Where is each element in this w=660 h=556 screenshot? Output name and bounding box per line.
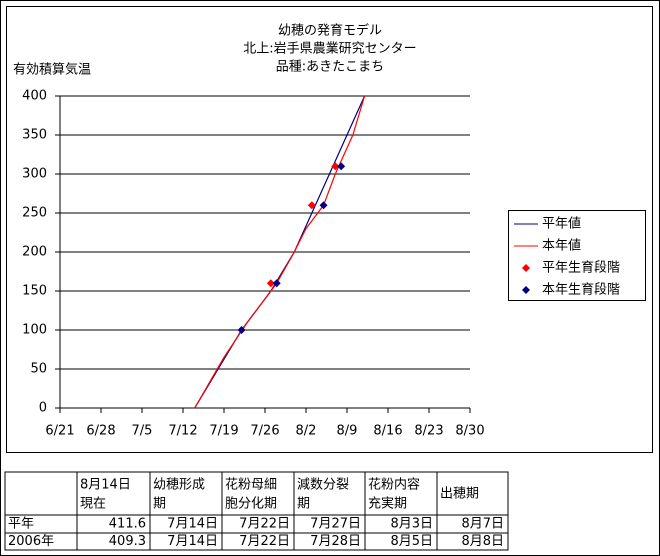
- table-header: 花粉内容: [368, 477, 420, 493]
- x-tick-label: 8/9: [337, 424, 358, 439]
- y-tick-label: 50: [30, 362, 47, 377]
- marker: [307, 201, 316, 210]
- y-tick-label: 200: [22, 245, 47, 260]
- line-series: [194, 95, 366, 409]
- table-header: 現在: [80, 497, 106, 512]
- table-header: 胞分化期: [225, 497, 277, 512]
- table-header: 幼穂形成: [153, 478, 205, 493]
- table-header: 8月14日: [80, 478, 131, 493]
- marker: [331, 162, 340, 171]
- legend-label: 平年生育段階: [542, 260, 620, 276]
- legend-label: 本年生育段階: [542, 282, 620, 298]
- x-tick-label: 8/23: [414, 424, 443, 439]
- table-cell: 8月8日: [461, 534, 504, 549]
- chart-title: 幼穂の発育モデル: [278, 23, 382, 39]
- marker: [319, 201, 328, 210]
- marker: [266, 279, 275, 288]
- legend-marker: [522, 286, 530, 294]
- x-tick-label: 7/5: [132, 424, 153, 439]
- x-tick-label: 8/30: [455, 424, 484, 439]
- table-cell: 7月27日: [310, 517, 361, 532]
- marker: [237, 326, 246, 334]
- table-header: 減数分裂: [297, 477, 349, 493]
- table-header: 期: [297, 497, 310, 512]
- table-cell: 8月7日: [461, 517, 504, 532]
- table-cell: 7月22日: [239, 517, 290, 532]
- y-tick-label: 0: [39, 401, 47, 416]
- x-tick-label: 6/21: [45, 424, 74, 439]
- x-tick-label: 8/16: [373, 424, 402, 439]
- table-cell: 平年: [8, 517, 34, 532]
- table-cell: 7月22日: [239, 534, 290, 549]
- table-cell: 8月5日: [390, 534, 433, 549]
- table-header: 期: [153, 497, 166, 512]
- legend-label: 平年値: [542, 216, 581, 232]
- legend-marker: [522, 264, 530, 272]
- legend-box: [508, 210, 646, 301]
- chart-title: 北上:岩手県農業研究センター: [243, 41, 416, 57]
- table-cell: 7月28日: [310, 534, 361, 549]
- y-tick-label: 100: [22, 323, 47, 338]
- table-cell: 7月14日: [167, 517, 218, 532]
- x-tick-label: 7/12: [168, 424, 197, 439]
- table-cell: 7月14日: [167, 534, 218, 549]
- table-cell: 409.3: [109, 534, 146, 549]
- y-tick-label: 400: [22, 89, 47, 104]
- table-cell: 2006年: [8, 534, 54, 549]
- table-border: [4, 471, 509, 551]
- x-tick-label: 7/26: [250, 424, 279, 439]
- table-header: 花粉母細: [225, 477, 277, 493]
- table-header: 出穂期: [440, 487, 479, 502]
- chart-title: 品種:あきたこまち: [276, 59, 384, 75]
- x-tick-label: 8/2: [296, 424, 317, 439]
- y-tick-label: 300: [22, 167, 47, 182]
- x-tick-label: 6/28: [86, 424, 115, 439]
- y-tick-label: 350: [22, 128, 47, 143]
- y-tick-label: 250: [22, 206, 47, 221]
- y-tick-label: 150: [22, 284, 47, 299]
- marker: [337, 162, 346, 171]
- table-cell: 411.6: [109, 517, 146, 532]
- marker: [272, 279, 281, 288]
- x-tick-label: 7/19: [209, 424, 238, 439]
- legend-label: 本年値: [542, 238, 581, 254]
- table-cell: 8月3日: [390, 517, 433, 532]
- table-header: 充実期: [368, 496, 407, 512]
- y-axis-label: 有効積算気温: [13, 62, 91, 78]
